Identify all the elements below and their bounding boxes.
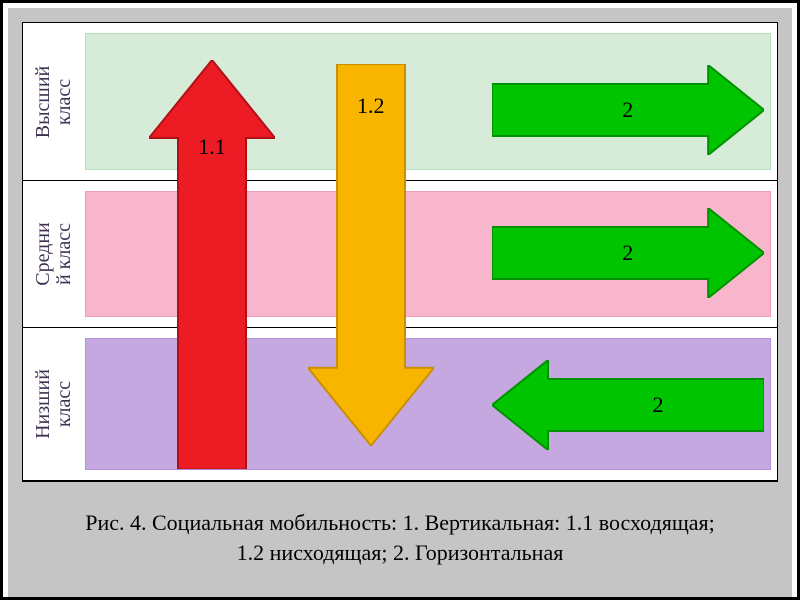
class-band-middle: Средни й класс <box>23 181 777 328</box>
band-label: Средни й класс <box>33 222 75 286</box>
band-label-col: Средни й класс <box>23 181 85 327</box>
gray-panel: Высший класс Средни й класс Низший класс 1.… <box>8 8 792 597</box>
band-label: Высший класс <box>33 65 75 137</box>
band-fill <box>85 191 771 317</box>
band-label: Низший класс <box>33 369 75 439</box>
figure-frame: Высший класс Средни й класс Низший класс 1.… <box>0 0 800 600</box>
band-label-col: Высший класс <box>23 23 85 180</box>
band-fill <box>85 33 771 170</box>
band-fill <box>85 338 771 470</box>
figure-caption: Рис. 4. Социальная мобильность: 1. Верти… <box>8 498 792 567</box>
band-label-col: Низший класс <box>23 328 85 480</box>
caption-line-2: 1.2 нисходящая; 2. Горизонтальная <box>237 540 564 565</box>
diagram-card: Высший классСредни й классНизший класс1.… <box>22 22 778 482</box>
class-band-lower: Низший класс <box>23 328 777 481</box>
class-band-upper: Высший класс <box>23 23 777 181</box>
caption-line-1: Рис. 4. Социальная мобильность: 1. Верти… <box>85 510 715 535</box>
